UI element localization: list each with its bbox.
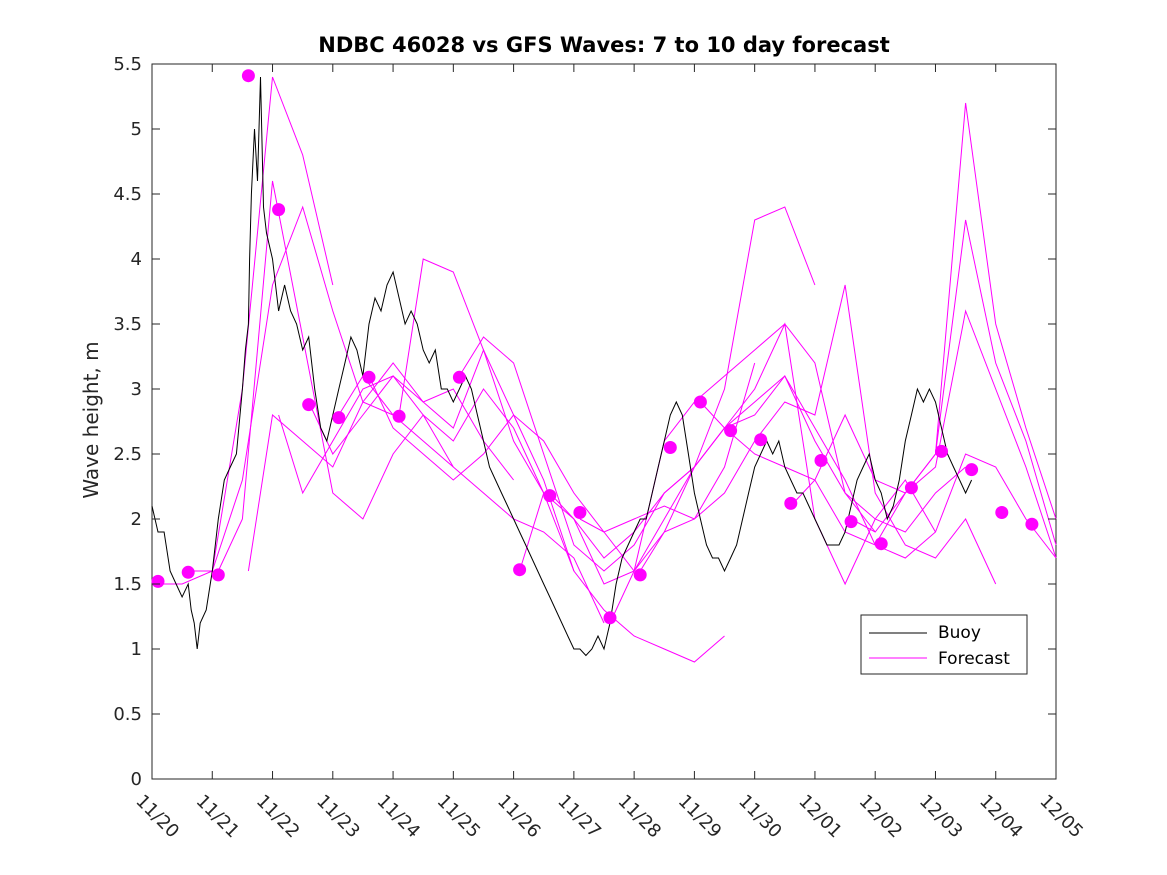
forecast-line-10 [458,206,816,572]
y-tick-label: 5 [131,119,142,140]
y-axis: 0 0.5 1 1.5 2 2.5 3 3.5 4 4.5 5 5.5 [113,54,1056,790]
forecast-marker [272,203,286,217]
legend: Buoy Forecast [860,614,1028,675]
legend-box [860,614,1028,675]
y-tick-label: 4 [131,249,142,270]
forecast-marker [814,454,828,467]
forecast-marker [1025,517,1039,531]
forecast-marker [874,537,888,551]
y-tick-label: 1 [131,639,142,660]
forecast-line-8 [368,375,725,663]
y-tick-label: 0.5 [113,704,142,725]
buoy-line [151,76,973,657]
forecast-marker [362,370,376,384]
y-tick-label: 2.5 [113,444,142,465]
forecast-marker [633,568,647,582]
chart-title: NDBC 46028 vs GFS Waves: 7 to 10 day for… [318,33,889,57]
forecast-line-15 [639,375,1057,572]
forecast-marker [392,409,406,423]
forecast-marker [151,574,165,588]
forecast-marker [332,411,346,425]
forecast-marker [543,489,557,503]
forecast-line-17 [790,219,1057,546]
forecast-line-18 [850,309,1057,559]
legend-forecast-label: Forecast [938,649,1010,669]
forecast-marker [844,515,858,529]
forecast-marker [241,69,255,83]
forecast-marker [302,398,316,412]
forecast-marker [603,611,617,625]
forecast-marker [452,370,466,384]
forecast-marker [935,444,948,458]
forecast-marker [693,395,707,409]
forecast-line-14 [609,284,997,624]
y-tick-label: 5.5 [113,54,142,75]
forecast-line-3 [217,180,454,572]
y-tick-label: 3.5 [113,314,142,335]
forecast-marker [513,563,527,577]
y-tick-label: 3 [131,379,142,400]
forecast-line-2 [188,205,394,572]
forecast-line-6 [308,375,575,572]
forecast-marker [995,506,1009,519]
forecast-marker [784,496,798,510]
legend-buoy-label: Buoy [938,623,981,643]
forecast-marker [965,463,979,477]
buoy-series-group [151,76,973,657]
y-axis-label: Wave height, m [79,341,103,498]
forecast-marker [181,565,195,579]
forecast-line-5 [278,348,545,495]
forecast-marker [904,481,918,495]
forecast-marker [754,433,768,447]
y-tick-label: 0 [131,769,142,790]
y-tick-label: 1.5 [113,574,142,595]
y-tick-label: 2 [131,509,142,530]
forecast-marker [663,441,677,454]
forecast-markers-group [151,69,1039,625]
forecast-marker [211,568,225,582]
forecast-line-13 [579,375,966,572]
forecast-marker [724,424,738,438]
y-tick-label: 4.5 [113,184,142,205]
plot-area: 00.511.522.533.544.555.5 11/20 11/21 11/22… [113,54,1087,842]
forecast-marker [573,506,587,519]
